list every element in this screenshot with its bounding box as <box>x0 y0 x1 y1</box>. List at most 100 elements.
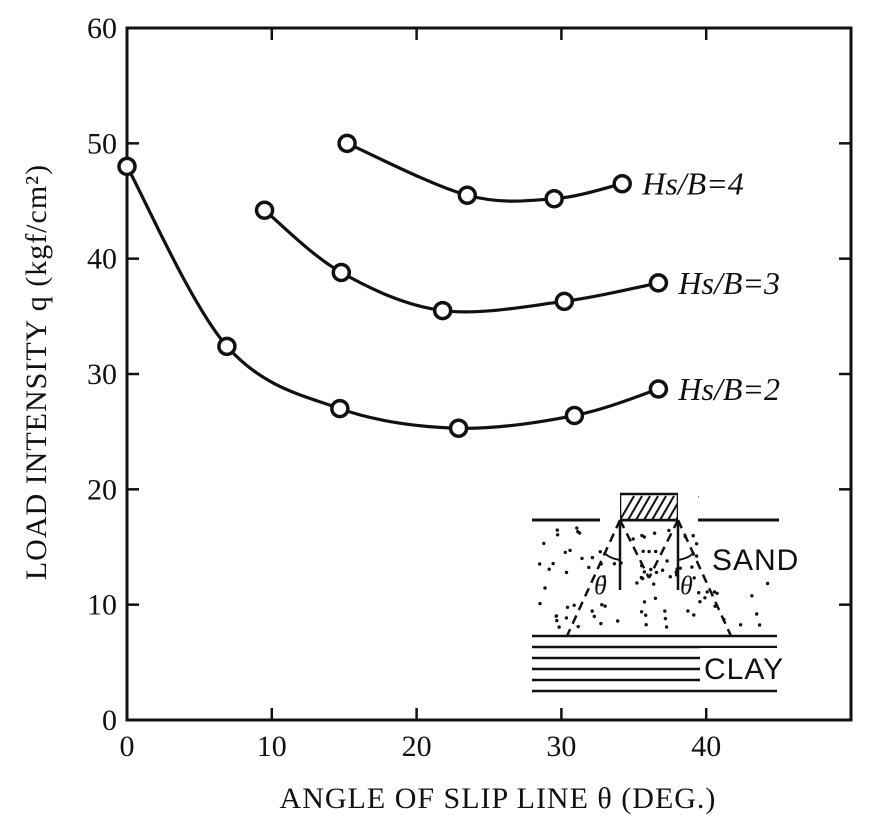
sand-dot <box>640 533 644 538</box>
sand-dot <box>602 575 606 579</box>
sand-dot <box>663 609 667 613</box>
hatch-line <box>651 495 667 521</box>
sand-dot <box>572 603 576 607</box>
sand-dot <box>563 550 567 555</box>
sand-dot <box>598 550 602 554</box>
hatch-mask <box>678 492 698 522</box>
sand-dot <box>663 616 668 621</box>
y-tick-label: 20 <box>87 473 117 506</box>
sand-dot <box>551 561 555 566</box>
sand-dot <box>564 616 569 620</box>
theta-label-left: θ <box>594 571 607 600</box>
slip-line-right-inner <box>647 519 680 579</box>
sand-dot <box>642 570 647 574</box>
sand-dot <box>686 609 690 613</box>
sand-dot <box>612 562 617 566</box>
hatch-line <box>619 495 635 521</box>
sand-dot <box>587 565 591 570</box>
axis-ticks <box>125 26 851 722</box>
sand-dot <box>644 623 648 627</box>
sand-dot <box>575 526 579 530</box>
data-point <box>457 185 478 205</box>
sand-dot <box>697 591 701 595</box>
data-point <box>648 379 669 399</box>
sand-dot <box>765 581 770 586</box>
y-tick-label: 10 <box>87 589 117 622</box>
data-point <box>448 418 469 438</box>
sand-dot <box>557 625 561 629</box>
x-axis-title: ANGLE OF SLIP LINE θ (DEG.) <box>280 782 717 815</box>
sand-dot <box>690 565 694 569</box>
hatch-line <box>635 495 651 521</box>
data-point <box>254 200 275 220</box>
slip-line-right-outer <box>676 519 733 637</box>
sand-dot <box>715 591 719 595</box>
sand-dot <box>599 621 603 626</box>
sand-dot <box>647 549 651 554</box>
sand-dot <box>564 570 569 575</box>
sand-dot <box>554 614 558 618</box>
sand-dot <box>667 528 671 533</box>
sand-dot <box>757 623 762 627</box>
series-label: Hs/B=4 <box>641 166 744 202</box>
sand-dot <box>660 568 665 572</box>
sand-dot <box>654 570 659 575</box>
theta-label-right: θ <box>680 571 693 600</box>
sand-dot <box>653 596 658 600</box>
data-point <box>331 262 352 283</box>
sand-dot <box>576 624 580 629</box>
sand-dot <box>616 619 620 623</box>
data-point <box>432 300 453 321</box>
sand-dot <box>705 590 709 594</box>
sand-dot <box>694 554 699 558</box>
data-point <box>554 291 575 312</box>
sand-dot <box>649 567 653 572</box>
sand-dot <box>542 541 546 546</box>
sand-dot <box>694 542 699 546</box>
y-tick-label: 50 <box>87 127 117 160</box>
y-axis-title: LOAD INTENSITY q (kgf/cm²) <box>20 164 53 580</box>
sand-dot <box>664 625 669 629</box>
tick-labels: 0 10 20 30 40 0 10 20 30 40 50 60 <box>87 12 721 763</box>
y-tick-label: 0 <box>102 704 117 737</box>
data-point <box>564 405 585 426</box>
series-group: Hs/B=4 Hs/B=3 Hs/B=2 <box>117 133 780 438</box>
sand-dot <box>665 559 669 563</box>
sand-dot <box>642 600 647 604</box>
y-tick-label: 60 <box>87 12 117 45</box>
clay-label-bg <box>700 648 824 684</box>
sand-dot <box>644 613 648 617</box>
sand-dot <box>555 533 560 537</box>
sand-dot <box>703 596 707 600</box>
x-tick-label: 0 <box>120 730 135 763</box>
sand-dot <box>538 562 542 566</box>
series-label: Hs/B=2 <box>677 371 780 407</box>
sand-dot <box>691 534 695 538</box>
data-point <box>117 156 137 177</box>
y-tick-label: 30 <box>87 358 117 391</box>
hatch-line <box>627 495 643 521</box>
sand-dot <box>738 623 743 627</box>
sand-dot <box>750 594 754 598</box>
sand-dot <box>590 555 595 560</box>
sand-dot <box>538 601 542 606</box>
sand-dot <box>590 609 594 613</box>
data-point <box>612 173 632 194</box>
sand-dot <box>603 604 607 608</box>
sand-dot <box>631 537 635 541</box>
sand-dot <box>580 556 584 561</box>
series-line <box>346 141 623 203</box>
slip-line-left-inner <box>618 519 651 579</box>
hatch-mask <box>600 492 620 522</box>
angle-arc-left <box>603 551 621 561</box>
sand-dot <box>639 610 644 614</box>
data-point <box>648 273 669 293</box>
data-point <box>337 133 357 154</box>
y-tick-label: 40 <box>87 243 117 276</box>
sand-dot <box>635 581 639 585</box>
sand-dot <box>698 600 702 604</box>
soil-inset-diagram: θ θ SAND CLAY <box>532 492 824 693</box>
hatch-line <box>643 495 659 521</box>
sand-dot <box>678 566 682 570</box>
